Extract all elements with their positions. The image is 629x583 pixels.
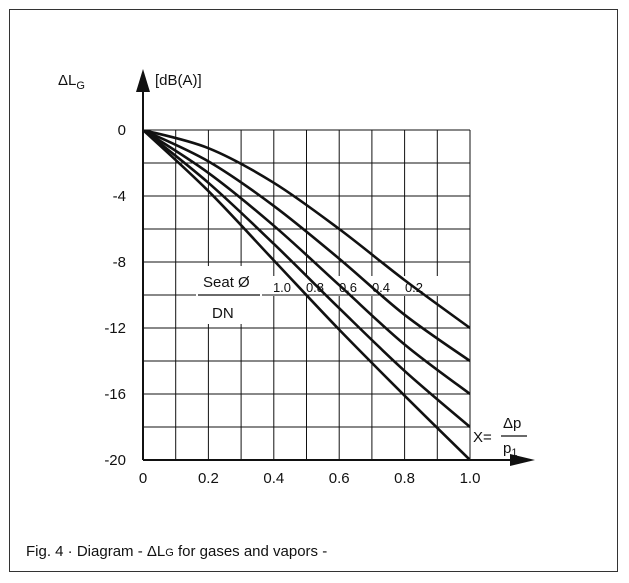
figure-caption: Fig. 4 · Diagram - ΔLG for gases and vap… bbox=[26, 543, 328, 560]
x-tick-label: 0.4 bbox=[263, 470, 284, 487]
series-line-1.0 bbox=[143, 130, 470, 460]
curve-label-0.6: 0.6 bbox=[339, 280, 357, 295]
x-axis-label-denominator: p1 bbox=[503, 440, 517, 459]
y-tick-label: 0 bbox=[118, 122, 126, 139]
curve-label-0.8: 0.8 bbox=[306, 280, 324, 295]
x-tick-label: 0.2 bbox=[198, 470, 219, 487]
y-tick-label: -12 bbox=[104, 320, 126, 337]
curve-label-0.2: 0.2 bbox=[405, 280, 423, 295]
series-line-0.2 bbox=[143, 130, 470, 330]
legend-numerator: Seat Ø bbox=[203, 274, 250, 291]
curve-labels: 1.0 0.8 0.6 0.4 0.2 bbox=[273, 280, 423, 295]
figure-frame bbox=[9, 9, 618, 572]
x-axis-label-prefix: X= bbox=[473, 429, 492, 446]
grid bbox=[143, 129, 471, 460]
x-axis-arrow bbox=[510, 454, 535, 466]
legend-denominator: DN bbox=[212, 305, 234, 322]
series-line-0.8 bbox=[143, 130, 470, 428]
x-tick-label: 0 bbox=[139, 470, 147, 487]
series-line-0.4 bbox=[143, 130, 470, 363]
tick-labels: 0 0.2 0.4 0.6 0.8 1.0 0 -4 -8 -12 -16 -20 bbox=[104, 122, 480, 487]
x-tick-label: 0.6 bbox=[329, 470, 350, 487]
x-axis-label-numerator: Δp bbox=[503, 415, 521, 432]
y-tick-label: -4 bbox=[113, 188, 126, 205]
curves bbox=[143, 130, 470, 460]
curve-label-1.0: 1.0 bbox=[273, 280, 291, 295]
series-line-0.6 bbox=[143, 130, 470, 396]
y-axis-unit: [dB(A)] bbox=[155, 72, 202, 89]
y-tick-label: -8 bbox=[113, 254, 126, 271]
x-tick-label: 1.0 bbox=[460, 470, 481, 487]
curve-label-0.4: 0.4 bbox=[372, 280, 390, 295]
x-tick-label: 0.8 bbox=[394, 470, 415, 487]
y-axis-label: ΔLG bbox=[58, 72, 85, 92]
y-tick-label: -16 bbox=[104, 386, 126, 403]
y-axis-arrow bbox=[136, 69, 150, 92]
y-tick-label: -20 bbox=[104, 452, 126, 469]
